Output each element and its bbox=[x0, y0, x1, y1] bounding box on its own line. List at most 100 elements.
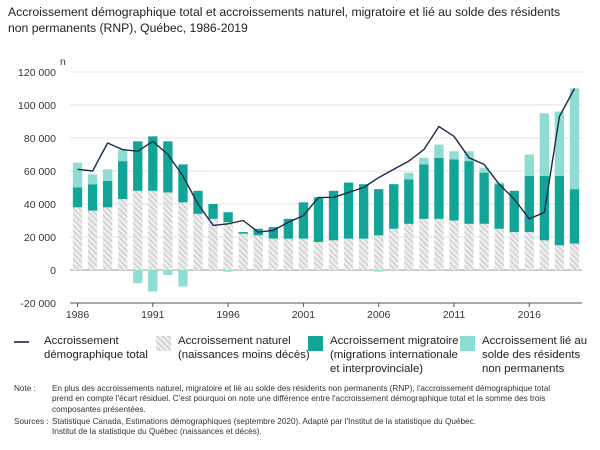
bar-naturel bbox=[238, 233, 248, 270]
legend-naturel-label-2: (naissances moins décès) bbox=[178, 349, 310, 361]
bar-rnp bbox=[223, 270, 233, 272]
bar-naturel bbox=[434, 218, 444, 270]
bar-chart: n 1986 1991 1996 2001 2006 2011 2016 -20 000 0 2… bbox=[18, 56, 582, 321]
bar-naturel bbox=[509, 232, 519, 270]
bar-migratoire bbox=[313, 197, 324, 242]
bar-migratoire bbox=[509, 190, 519, 233]
legend-migratoire-label-1: Accroissement migratoire bbox=[330, 335, 459, 347]
bar-naturel bbox=[223, 222, 233, 270]
bar-naturel bbox=[343, 238, 354, 270]
bar-migratoire bbox=[208, 204, 218, 219]
chart-title-line-2: non permanents (RNP), Québec, 1986-2019 bbox=[8, 21, 248, 35]
bar-naturel bbox=[178, 202, 188, 270]
legend-line-swatch bbox=[14, 341, 29, 343]
bar-rnp bbox=[569, 88, 580, 190]
bar-migratoire bbox=[374, 189, 384, 236]
bar-rnp bbox=[118, 149, 128, 162]
gridlines bbox=[70, 71, 582, 304]
bar-naturel bbox=[524, 232, 534, 270]
x-tick-label: 2016 bbox=[518, 309, 542, 321]
y-tick-label: -20 000 bbox=[20, 298, 56, 310]
bar-migratoire bbox=[178, 164, 188, 203]
bar-rnp bbox=[102, 169, 113, 181]
bar-rnp bbox=[434, 144, 444, 158]
bar-rnp bbox=[87, 174, 98, 185]
bar-naturel bbox=[389, 228, 399, 270]
bar-naturel bbox=[208, 218, 218, 270]
bar-migratoire bbox=[328, 190, 339, 241]
note-text-3: composantes présentées. bbox=[52, 404, 146, 414]
bar-rnp bbox=[178, 270, 188, 287]
note-label: Note : bbox=[14, 384, 36, 393]
bar-naturel bbox=[102, 207, 113, 270]
bar-migratoire bbox=[298, 202, 309, 239]
bar-migratoire bbox=[343, 182, 354, 239]
bar-migratoire bbox=[569, 189, 580, 244]
bar-naturel bbox=[283, 238, 294, 270]
legend-naturel-label-1: Accroissement naturel bbox=[178, 335, 291, 347]
bar-rnp bbox=[449, 151, 459, 160]
chart-title-line-1: Accroissement démographique total et acc… bbox=[8, 5, 561, 19]
bar-migratoire bbox=[554, 175, 565, 246]
bar-naturel bbox=[298, 238, 309, 270]
total-line-series bbox=[77, 88, 576, 233]
bar-naturel bbox=[358, 238, 369, 270]
bar-migratoire bbox=[72, 187, 83, 208]
bar-migratoire bbox=[434, 157, 444, 219]
bar-naturel bbox=[554, 245, 565, 270]
legend-rnp-label-2: solde des résidents bbox=[482, 349, 581, 361]
bar-naturel bbox=[118, 199, 128, 270]
bar-migratoire bbox=[283, 218, 294, 239]
legend-migratoire-label-3: et interprovinciale) bbox=[330, 363, 424, 375]
bar-rnp bbox=[148, 270, 158, 292]
bar-naturel bbox=[419, 218, 429, 270]
sources-text-2: Institut de la statistique du Québec (na… bbox=[52, 427, 262, 437]
bar-migratoire bbox=[524, 175, 534, 233]
line-total bbox=[77, 88, 576, 233]
bar-rnp bbox=[133, 270, 143, 284]
chart-title: Accroissement démographique total et acc… bbox=[8, 4, 588, 36]
bar-migratoire bbox=[193, 190, 203, 214]
x-axis: 1986 1991 1996 2001 2006 2011 2016 bbox=[66, 302, 582, 321]
y-tick-label: 40 000 bbox=[24, 199, 56, 211]
bar-naturel bbox=[494, 228, 504, 270]
bar-migratoire bbox=[102, 180, 113, 208]
bar-migratoire bbox=[268, 227, 278, 239]
legend-migratoire-label-2: (migrations internationale bbox=[330, 349, 458, 361]
bar-migratoire bbox=[389, 184, 399, 229]
legend-rnp-swatch bbox=[460, 336, 475, 351]
bar-rnp bbox=[72, 162, 83, 188]
bar-naturel bbox=[479, 223, 489, 270]
bar-rnp bbox=[464, 151, 474, 162]
bar-migratoire bbox=[148, 136, 158, 191]
x-tick-label: 1986 bbox=[66, 309, 90, 321]
bar-naturel bbox=[268, 238, 278, 270]
legend-migratoire-swatch bbox=[308, 336, 323, 351]
bar-rnp bbox=[163, 270, 173, 275]
bar-migratoire bbox=[133, 141, 143, 191]
legend-total-label-1: Accroissement bbox=[44, 335, 119, 347]
bar-naturel bbox=[193, 213, 203, 270]
bar-rnp bbox=[479, 167, 489, 173]
legend-hatch-swatch bbox=[156, 336, 171, 351]
y-tick-label: 20 000 bbox=[24, 232, 56, 244]
y-tick-label: 120 000 bbox=[18, 67, 56, 79]
bar-migratoire bbox=[449, 159, 459, 221]
x-tick-label: 1996 bbox=[216, 309, 240, 321]
x-tick-label: 2006 bbox=[367, 309, 391, 321]
bar-naturel bbox=[253, 235, 263, 270]
y-axis: -20 000 0 20 000 40 000 60 000 80 000 100 000 1… bbox=[18, 67, 56, 310]
note-text-2: prend en compte l'écart résiduel. C'est … bbox=[52, 394, 546, 404]
bar-naturel bbox=[313, 241, 324, 270]
bar-naturel bbox=[374, 235, 384, 270]
bar-naturel bbox=[328, 240, 339, 270]
y-tick-label: 60 000 bbox=[24, 166, 56, 178]
bar-migratoire bbox=[223, 212, 233, 223]
bar-rnp bbox=[374, 270, 384, 272]
y-tick-label: 100 000 bbox=[18, 100, 56, 112]
bar-rnp bbox=[404, 172, 414, 180]
bar-naturel bbox=[404, 223, 414, 270]
bar-migratoire bbox=[163, 141, 173, 193]
bar-naturel bbox=[539, 240, 550, 270]
legend-total-label-2: démographique total bbox=[44, 349, 148, 361]
